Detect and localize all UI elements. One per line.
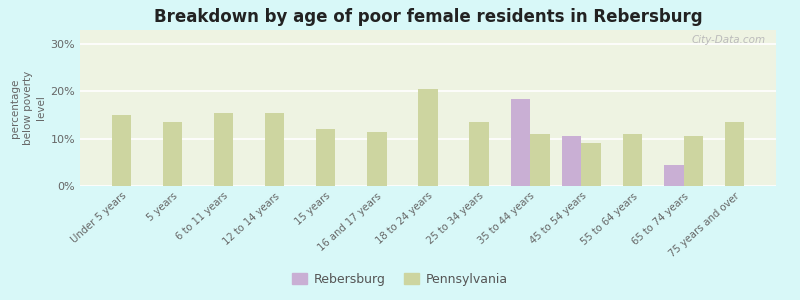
Bar <box>265 113 284 186</box>
Bar <box>214 113 234 186</box>
Bar <box>316 129 335 186</box>
Bar <box>510 98 530 186</box>
Bar <box>725 122 744 186</box>
Bar <box>470 122 489 186</box>
Text: City-Data.com: City-Data.com <box>691 35 766 45</box>
Bar <box>162 122 182 186</box>
Bar <box>664 165 683 186</box>
Bar <box>683 136 703 186</box>
Bar <box>112 115 131 186</box>
Bar <box>418 89 438 186</box>
Bar <box>562 136 582 186</box>
Title: Breakdown by age of poor female residents in Rebersburg: Breakdown by age of poor female resident… <box>154 8 702 26</box>
Legend: Rebersburg, Pennsylvania: Rebersburg, Pennsylvania <box>287 268 513 291</box>
Y-axis label: percentage
below poverty
level: percentage below poverty level <box>10 71 46 145</box>
Bar <box>367 132 386 186</box>
Bar <box>530 134 550 186</box>
Bar <box>622 134 642 186</box>
Bar <box>582 143 601 186</box>
